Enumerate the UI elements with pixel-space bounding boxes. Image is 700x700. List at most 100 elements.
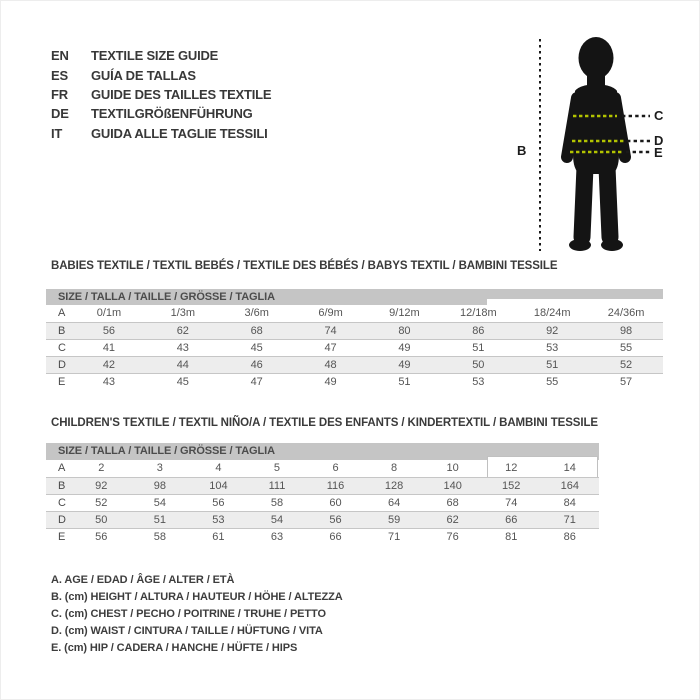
table-cell: 71 — [387, 531, 401, 543]
babies-size-table: SIZE / TALLA / TAILLE / GRÖSSE / TAGLIA … — [46, 289, 663, 390]
table-cell: 41 — [102, 342, 116, 354]
table-cell: 63 — [270, 531, 284, 543]
children-row-hip: E 56 58 61 63 66 71 76 81 86 — [46, 528, 599, 545]
table-cell: 51 — [546, 359, 559, 371]
table-cell: 18/24m — [533, 307, 571, 319]
table-cell: 48 — [324, 359, 337, 371]
babies-row-age: A 0/1m 1/3m 3/6m 6/9m 9/12m 12/18m 18/24m 24/36… — [46, 305, 663, 322]
row-cells: 2 3 4 5 6 8 10 12 14 — [72, 460, 599, 477]
table-cell: 53 — [472, 376, 485, 388]
table-cell: 56 — [102, 325, 116, 337]
white-patch — [487, 299, 663, 308]
table-cell: 51 — [398, 376, 411, 388]
children-row-chest: C 52 54 56 58 60 64 68 74 84 — [46, 494, 599, 511]
table-cell: 6/9m — [318, 307, 343, 319]
lang-row-fr: FR GUIDE DES TAILLES TEXTILE — [51, 85, 272, 104]
size-12-14-highlight-box — [487, 456, 598, 477]
lang-code: ES — [51, 67, 68, 83]
lang-title: TEXTILGRÖßENFÜHRUNG — [91, 106, 253, 122]
table-cell: 46 — [250, 359, 263, 371]
row-label: B — [58, 480, 66, 492]
table-cell: 55 — [546, 376, 559, 388]
table-cell: 57 — [619, 376, 633, 388]
table-cell: 61 — [212, 531, 225, 543]
lang-code: DE — [51, 106, 69, 122]
table-cell: 81 — [505, 531, 518, 543]
label-hip-E: E — [654, 145, 663, 160]
table-cell: 47 — [250, 376, 263, 388]
table-cell: 3 — [156, 462, 163, 474]
row-cells: 52 54 56 58 60 64 68 74 84 — [72, 495, 599, 511]
row-cells: 41 43 45 47 49 51 53 55 — [72, 340, 663, 356]
table-cell: 80 — [398, 325, 411, 337]
language-list: EN TEXTILE SIZE GUIDE ES GUÍA DE TALLAS … — [51, 46, 272, 143]
table-cell: 44 — [176, 359, 189, 371]
table-cell: 98 — [619, 325, 633, 337]
table-cell: 1/3m — [170, 307, 196, 319]
table-cell: 62 — [176, 325, 189, 337]
lang-title: TEXTILE SIZE GUIDE — [91, 48, 219, 64]
table-cell: 74 — [324, 325, 337, 337]
lang-row-it: IT GUIDA ALLE TAGLIE TESSILI — [51, 124, 271, 143]
table-cell: 47 — [324, 342, 337, 354]
table-cell: 14 — [563, 462, 576, 474]
lang-code: FR — [51, 86, 68, 102]
table-cell: 8 — [391, 462, 398, 474]
label-chest-C: C — [654, 108, 664, 123]
row-label: C — [58, 342, 66, 354]
babies-section-title: BABIES TEXTILE / TEXTIL BEBÉS / TEXTILE … — [51, 260, 558, 272]
table-cell: 49 — [324, 376, 337, 388]
table-cell: 49 — [398, 359, 411, 371]
table-cell: 104 — [209, 480, 228, 492]
lang-code: IT — [51, 125, 63, 141]
legend-age: A. AGE / EDAD / ÂGE / ALTER / ETÀ — [51, 574, 235, 586]
table-cell: 4 — [215, 462, 222, 474]
table-cell: 24/36m — [607, 307, 645, 319]
lang-row-en: EN TEXTILE SIZE GUIDE — [51, 46, 271, 65]
children-section-title: CHILDREN'S TEXTILE / TEXTIL NIÑO/A / TEX… — [51, 417, 598, 429]
children-row-waist: D 50 51 53 54 56 59 62 66 71 — [46, 511, 599, 528]
table-cell: 92 — [546, 325, 559, 337]
table-cell: 71 — [563, 514, 576, 526]
table-cell: 5 — [273, 462, 281, 474]
table-cell: 76 — [446, 531, 459, 543]
lang-code: EN — [51, 48, 69, 64]
table-cell: 54 — [153, 497, 166, 509]
table-cell: 98 — [153, 480, 166, 492]
label-height-B: B — [517, 143, 527, 158]
row-cells: 56 62 68 74 80 86 92 98 — [72, 323, 663, 339]
lang-title: GUÍA DE TALLAS — [91, 67, 196, 83]
table-cell: 58 — [270, 497, 284, 509]
row-cells: 42 44 46 48 49 50 51 52 — [72, 357, 663, 373]
table-cell: 62 — [446, 514, 459, 526]
lang-title: GUIDE DES TAILLES TEXTILE — [91, 86, 272, 102]
table-cell: 74 — [505, 497, 518, 509]
table-cell: 45 — [250, 342, 263, 354]
table-cell: 50 — [472, 359, 485, 371]
table-cell: 51 — [153, 514, 166, 526]
legend-chest: C. (cm) CHEST / PECHO / POITRINE / TRUHE… — [51, 608, 326, 620]
table-cell: 111 — [268, 480, 286, 492]
measurement-legend: A. AGE / EDAD / ÂGE / ALTER / ETÀ B. (cm… — [51, 572, 343, 657]
measurement-figure: B C D E — [506, 27, 686, 259]
row-label: C — [58, 497, 66, 509]
row-label: D — [58, 514, 66, 526]
row-cells: 50 51 53 54 56 59 62 66 71 — [72, 512, 599, 528]
table-cell: 152 — [502, 480, 521, 492]
table-cell: 58 — [153, 531, 166, 543]
table-cell: 140 — [443, 480, 462, 492]
table-cell: 0/1m — [96, 307, 122, 319]
table-cell: 56 — [329, 514, 342, 526]
table-cell: 56 — [212, 497, 225, 509]
table-cell: 92 — [95, 480, 108, 492]
row-label: E — [58, 376, 66, 388]
table-cell: 10 — [446, 462, 459, 474]
table-cell: 2 — [98, 462, 105, 474]
table-cell: 52 — [95, 497, 108, 509]
table-cell: 55 — [619, 342, 633, 354]
table-cell: 6 — [332, 462, 339, 474]
table-cell: 84 — [563, 497, 576, 509]
table-cell: 43 — [102, 376, 116, 388]
table-cell: 43 — [176, 342, 189, 354]
